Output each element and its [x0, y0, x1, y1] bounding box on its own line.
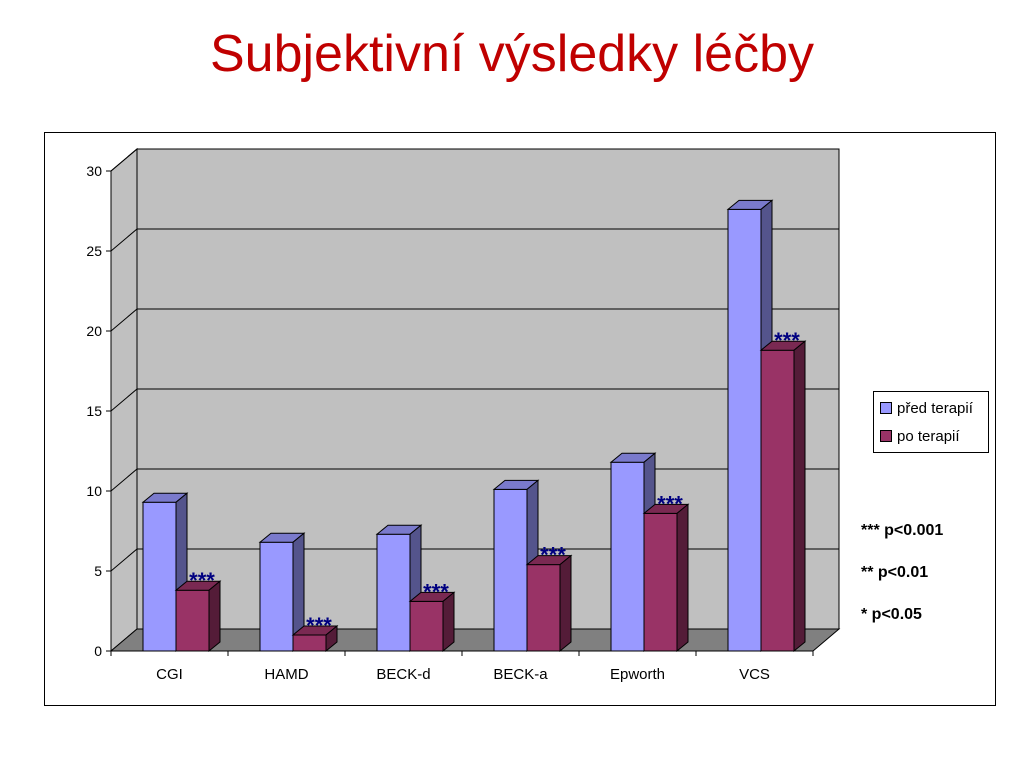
y-tick-label: 0: [94, 643, 102, 659]
note-p01: ** p<0.01: [861, 564, 929, 581]
significance-marker: ***: [423, 579, 449, 604]
legend-item-before: před terapií: [880, 396, 988, 420]
x-tick-label: CGI: [156, 666, 183, 683]
gridline: [110, 308, 839, 332]
gridline: [110, 228, 839, 252]
note-p05: * p<0.05: [861, 606, 922, 623]
bar-before: [259, 541, 294, 652]
y-tick-label: 20: [86, 323, 102, 339]
bar-after-side: [325, 624, 338, 653]
bar-before: [142, 501, 177, 652]
x-tick-label: HAMD: [264, 666, 308, 683]
legend-swatch-after: [880, 430, 892, 442]
gridline: [110, 548, 839, 572]
legend-swatch-before: [880, 402, 892, 414]
x-tick-label: BECK-d: [376, 666, 430, 683]
bar-after: [526, 564, 561, 652]
y-tick-label: 5: [94, 563, 102, 579]
bar-after-side: [208, 580, 221, 653]
slide-title: Subjektivní výsledky léčby: [209, 25, 815, 83]
x-tick-label: BECK-a: [493, 666, 548, 683]
legend-label-before: před terapií: [897, 399, 973, 417]
bar-chart: 0 5 10 15 20 25 30 CGI *** HAMD *** BECK-d *** BECK-a…: [86, 147, 841, 683]
significance-notes: *** p<0.001 ** p<0.01 * p<0.05: [861, 521, 943, 647]
bar-before: [727, 208, 762, 652]
bar-before: [493, 488, 528, 652]
y-tick-label: 30: [86, 163, 102, 179]
bar-after-side: [676, 503, 689, 653]
bar-before: [376, 533, 411, 652]
bar-after: [409, 600, 444, 652]
significance-marker: ***: [657, 491, 683, 516]
legend-item-after: po terapií: [880, 424, 988, 448]
bar-after-side: [559, 554, 572, 653]
bar-after: [760, 349, 795, 652]
y-tick-label: 10: [86, 483, 102, 499]
significance-marker: ***: [540, 543, 566, 568]
legend-label-after: po terapií: [897, 427, 960, 445]
note-p001: *** p<0.001: [861, 522, 944, 539]
gridline: [110, 388, 839, 412]
y-tick-label: 15: [86, 403, 102, 419]
gridline: [110, 468, 839, 492]
gridline: [110, 148, 839, 172]
chart-frame: 0 5 10 15 20 25 30 CGI *** HAMD *** BECK-d *** BECK-a…: [44, 132, 996, 706]
bar-after-side: [442, 591, 455, 653]
significance-marker: ***: [189, 568, 215, 593]
bar-after-side: [793, 340, 806, 653]
x-tick-label: VCS: [739, 666, 770, 683]
bar-after: [643, 512, 678, 652]
significance-marker: ***: [774, 328, 800, 353]
significance-marker: ***: [306, 613, 332, 638]
x-tick-label: Epworth: [610, 666, 665, 683]
bar-before: [610, 461, 645, 652]
y-tick-label: 25: [86, 243, 102, 259]
chart-legend: před terapií po terapií: [873, 391, 989, 453]
bar-after: [175, 589, 210, 652]
